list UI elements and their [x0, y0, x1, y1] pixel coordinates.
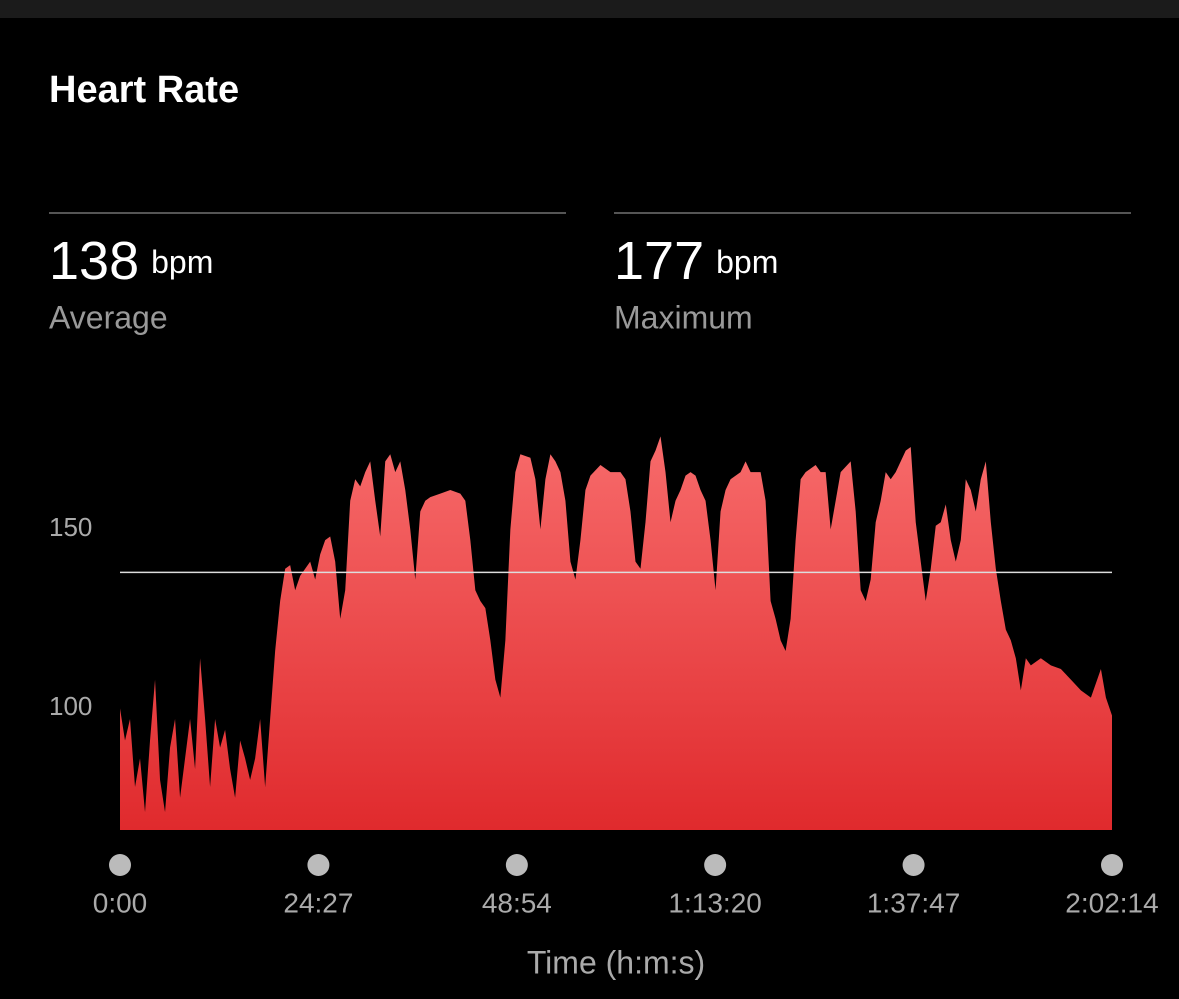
- x-tick-label: 0:00: [93, 887, 148, 918]
- x-tick-label: 1:37:47: [867, 887, 960, 918]
- x-tick-dot: [109, 854, 131, 876]
- card-title: Heart Rate: [49, 69, 239, 111]
- heart-rate-area: [120, 436, 1112, 830]
- x-tick-dot: [307, 854, 330, 876]
- x-tick-label: 1:13:20: [668, 887, 761, 918]
- x-tick-label: 24:27: [283, 887, 353, 918]
- stat-maximum: 177 bpm: [614, 231, 778, 291]
- stat-unit: bpm: [151, 244, 213, 280]
- x-tick-dot: [902, 854, 925, 876]
- y-tick-label: 100: [49, 691, 92, 721]
- x-tick-label: 48:54: [482, 887, 552, 918]
- x-axis-label: Time (h:m:s): [527, 944, 705, 980]
- top-bar: [0, 0, 1179, 18]
- stat-label: Average: [49, 299, 168, 335]
- x-tick-label: 2:02:14: [1065, 887, 1158, 918]
- stat-average: 138 bpm: [49, 231, 213, 291]
- stat-value: 138: [49, 231, 139, 291]
- x-tick-dot: [704, 854, 727, 876]
- stat-value: 177: [614, 231, 704, 291]
- y-tick-label: 150: [49, 512, 92, 542]
- stat-label: Maximum: [614, 299, 753, 335]
- stat-unit: bpm: [716, 244, 778, 280]
- x-tick-dot: [505, 854, 528, 876]
- x-tick-dot: [1101, 854, 1123, 876]
